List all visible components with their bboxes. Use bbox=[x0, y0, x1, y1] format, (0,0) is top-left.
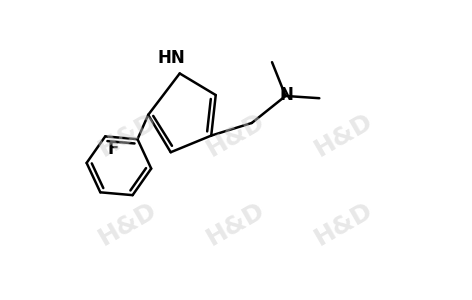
Text: H&D: H&D bbox=[311, 198, 378, 250]
Text: H&D: H&D bbox=[202, 109, 270, 161]
Text: H&D: H&D bbox=[202, 198, 270, 250]
Text: H&D: H&D bbox=[311, 109, 378, 161]
Text: H&D: H&D bbox=[94, 109, 161, 161]
Text: H&D: H&D bbox=[94, 198, 161, 250]
Text: N: N bbox=[279, 85, 294, 103]
Text: HN: HN bbox=[158, 49, 185, 67]
Text: F: F bbox=[108, 140, 119, 158]
